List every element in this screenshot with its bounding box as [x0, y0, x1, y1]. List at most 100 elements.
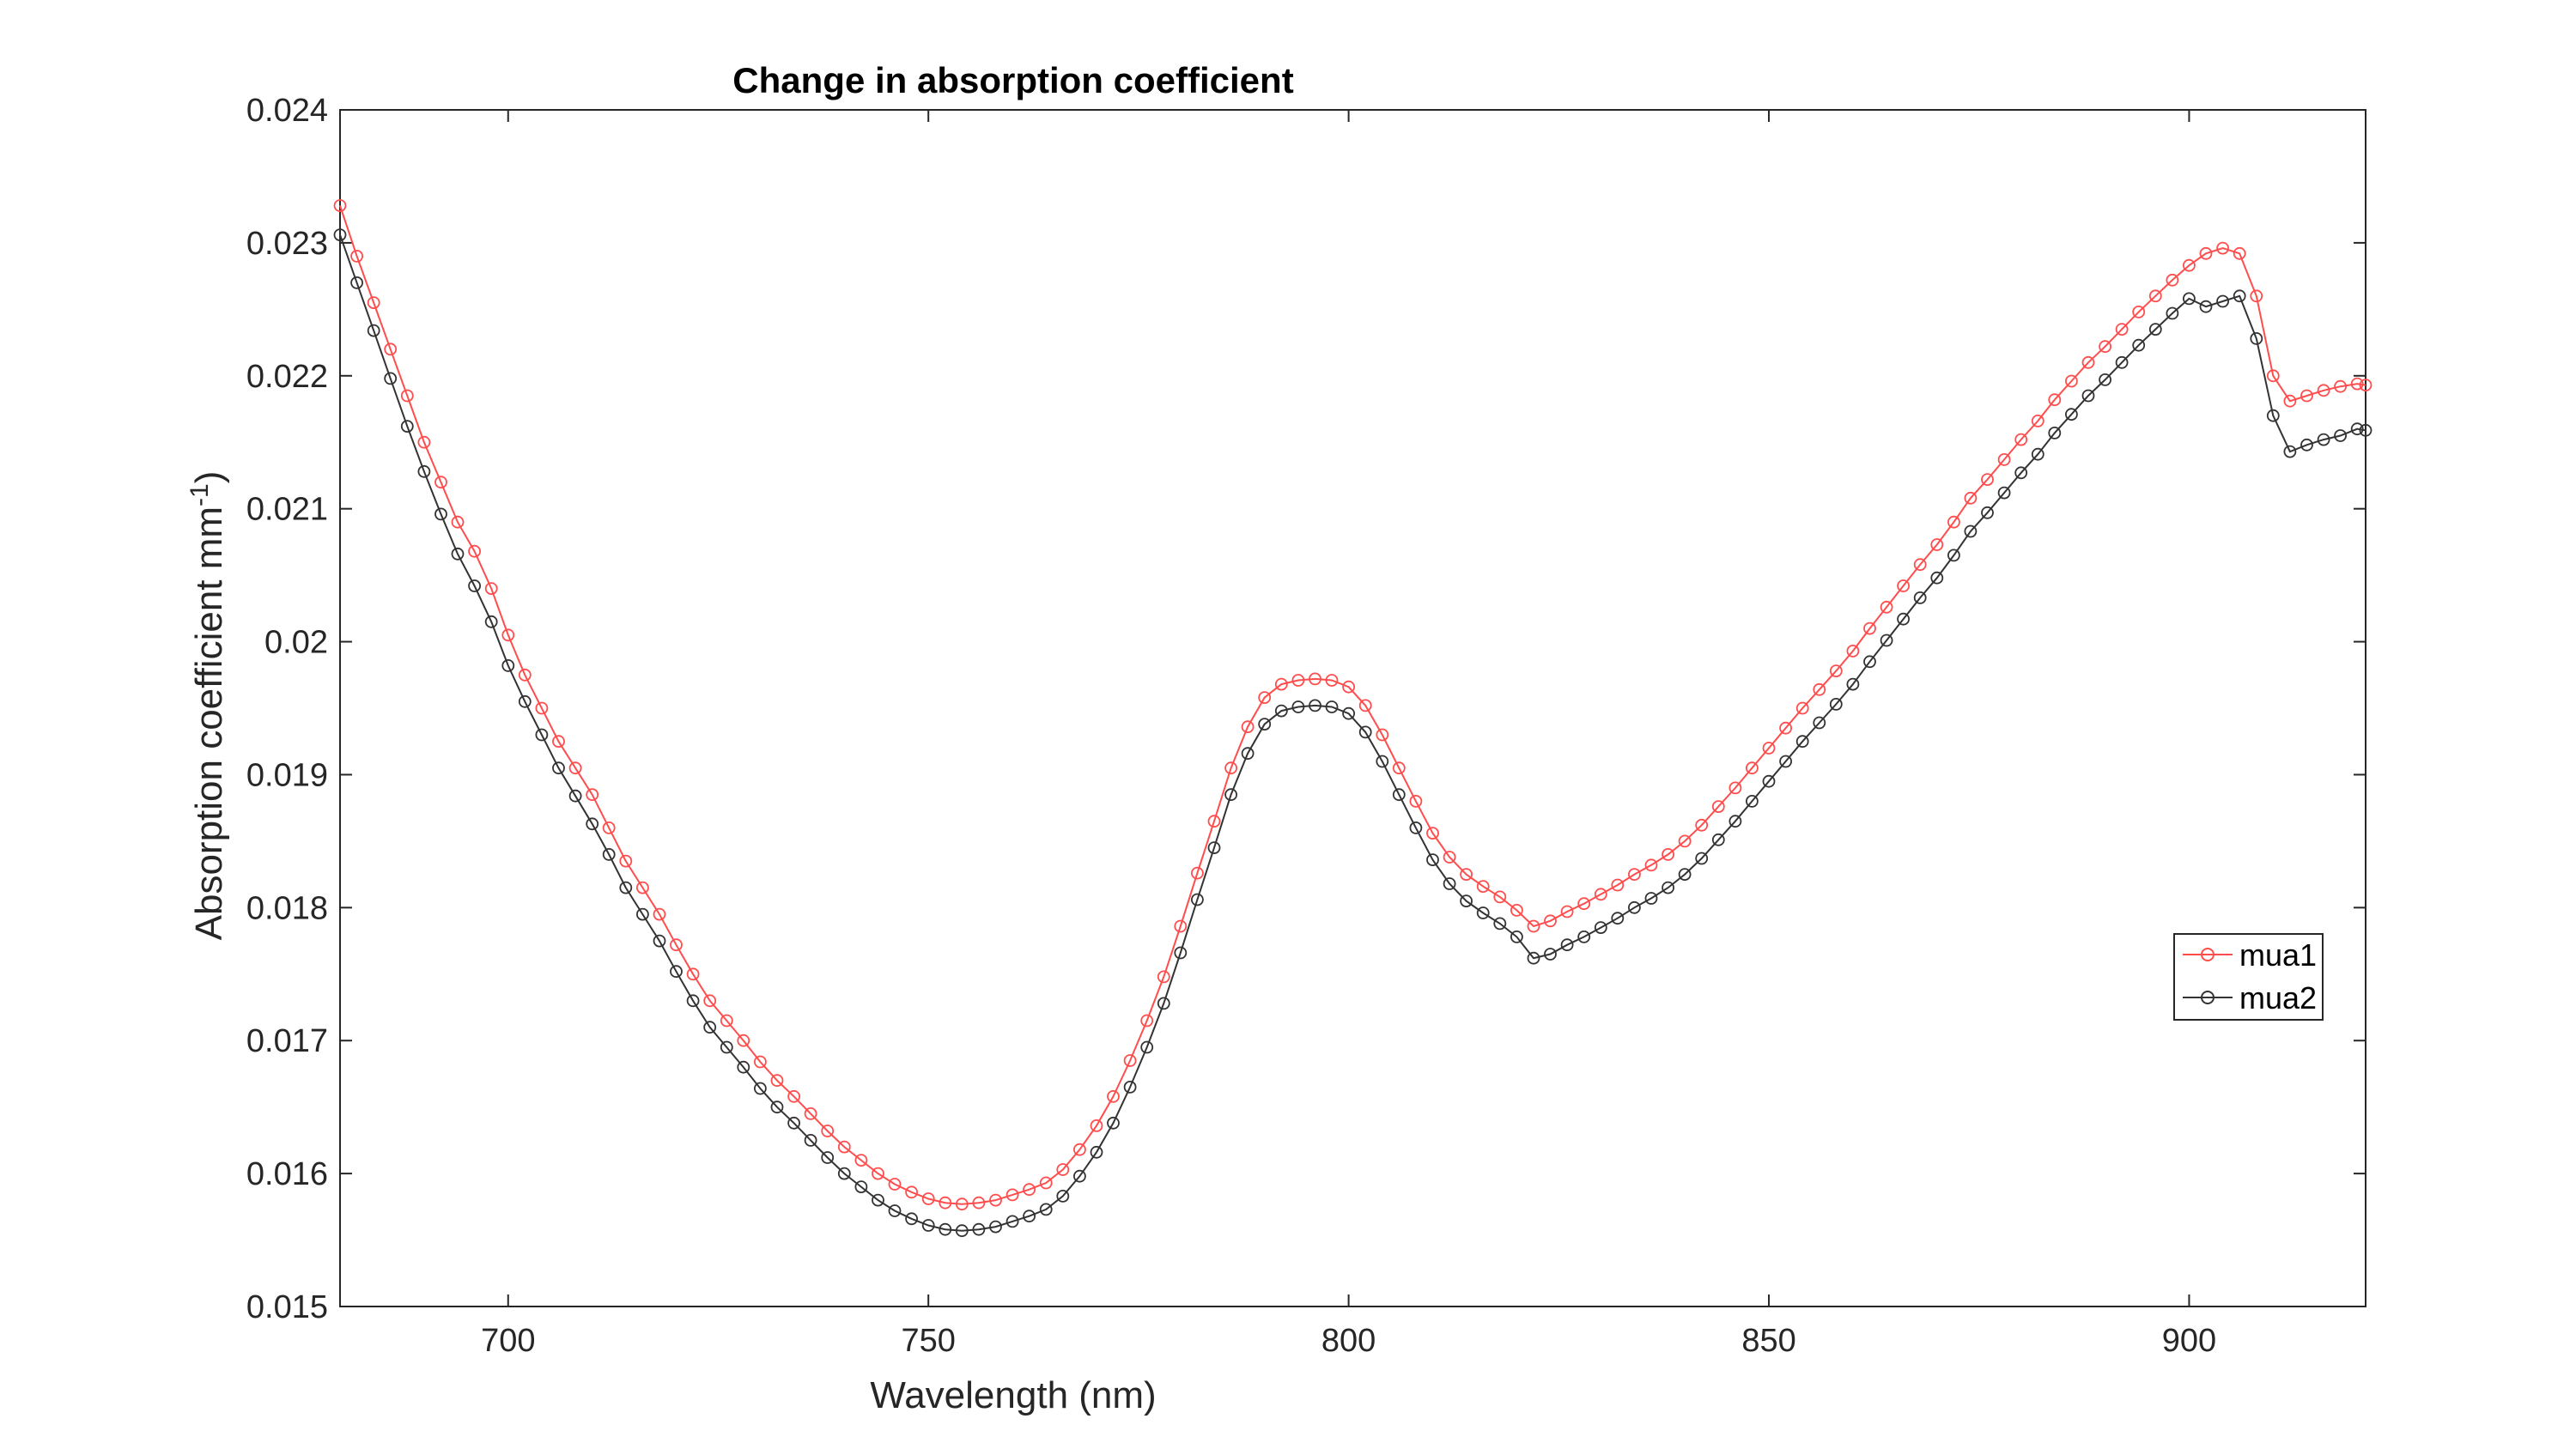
data-point-mua1 — [1157, 970, 1170, 984]
data-point-mua2 — [2064, 408, 2078, 421]
data-point-mua1 — [1140, 1014, 1154, 1028]
data-point-mua1 — [451, 515, 465, 529]
data-point-mua2 — [1628, 900, 1641, 914]
data-point-mua2 — [350, 276, 364, 289]
y-tick-label: 0.016 — [246, 1156, 328, 1192]
data-point-mua2 — [686, 994, 700, 1008]
data-point-mua2 — [1863, 655, 1876, 669]
data-point-mua1 — [972, 1196, 986, 1210]
data-point-mua1 — [2359, 379, 2372, 392]
data-point-mua2 — [1897, 612, 1911, 626]
data-point-mua1 — [1392, 761, 1406, 775]
data-point-mua2 — [1140, 1040, 1154, 1054]
data-point-mua1 — [2099, 340, 2112, 354]
data-point-mua2 — [1039, 1203, 1053, 1216]
data-point-mua2 — [1594, 921, 1607, 934]
legend-box — [2173, 933, 2324, 1021]
data-point-mua1 — [1426, 827, 1439, 840]
data-point-mua2 — [1358, 725, 1372, 739]
data-point-mua1 — [1947, 515, 1960, 529]
data-point-mua1 — [586, 788, 599, 802]
data-point-mua2 — [1846, 677, 1860, 691]
data-point-mua2 — [1342, 706, 1355, 720]
data-point-mua1 — [518, 668, 532, 682]
data-point-mua2 — [2300, 438, 2313, 452]
data-point-mua1 — [1493, 890, 1507, 904]
series-mua2 — [333, 228, 2372, 1238]
data-point-mua1 — [2199, 246, 2213, 260]
data-point-mua1 — [1678, 834, 1692, 848]
y-tick-label: 0.022 — [246, 359, 328, 395]
data-point-mua1 — [754, 1055, 767, 1069]
data-point-mua2 — [2148, 323, 2162, 336]
data-point-mua2 — [1460, 894, 1473, 907]
series-layer — [333, 199, 2372, 1238]
data-point-mua1 — [939, 1196, 952, 1210]
data-point-mua1 — [2081, 355, 2095, 369]
data-point-mua2 — [837, 1167, 851, 1180]
data-point-mua1 — [872, 1167, 884, 1180]
data-point-mua2 — [552, 761, 565, 775]
data-point-mua1 — [1695, 818, 1709, 832]
plot-area: 700 750 800 850 900 0.015 0.016 0.017 0.018 0.019… — [246, 93, 2372, 1359]
data-point-mua1 — [2250, 289, 2263, 303]
legend-marker-mua2 — [2201, 991, 2215, 1004]
data-point-mua2 — [1241, 747, 1255, 761]
data-point-mua2 — [451, 547, 465, 561]
data-point-mua2 — [1376, 755, 1389, 768]
x-tick-label: 900 — [2162, 1323, 2216, 1359]
data-point-mua2 — [2166, 306, 2179, 320]
data-point-mua2 — [1678, 868, 1692, 881]
data-point-mua1 — [2182, 258, 2196, 272]
data-point-mua2 — [1560, 938, 1574, 952]
data-point-mua1 — [1880, 600, 1893, 614]
data-point-mua2 — [821, 1151, 835, 1164]
data-point-mua1 — [1997, 453, 2011, 466]
data-point-mua1 — [2300, 389, 2313, 403]
data-point-mua2 — [653, 934, 666, 948]
data-point-mua1 — [955, 1197, 969, 1211]
data-point-mua1 — [1207, 815, 1221, 828]
y-tick-label: 0.015 — [246, 1289, 328, 1325]
data-point-mua1 — [1560, 905, 1574, 919]
data-point-mua2 — [2115, 355, 2129, 369]
data-point-mua2 — [1157, 997, 1170, 1010]
data-point-mua1 — [1241, 720, 1255, 734]
data-point-mua2 — [955, 1224, 969, 1238]
data-point-mua2 — [1191, 893, 1204, 906]
data-point-mua2 — [1258, 718, 1272, 731]
data-point-mua1 — [1930, 538, 1944, 551]
data-point-mua2 — [2199, 300, 2213, 313]
data-point-mua1 — [1073, 1143, 1086, 1156]
data-point-mua2 — [737, 1060, 750, 1074]
y-axis-label-sup: -1 — [185, 483, 214, 506]
data-point-mua2 — [989, 1220, 1002, 1234]
data-point-mua2 — [501, 659, 515, 672]
data-point-mua1 — [384, 343, 398, 356]
x-tick-label: 750 — [901, 1323, 955, 1359]
data-point-mua1 — [1090, 1119, 1103, 1132]
legend-label-mua1: mua1 — [2239, 937, 2317, 973]
data-point-mua1 — [1023, 1183, 1036, 1197]
data-point-mua2 — [2359, 423, 2372, 437]
ticks-layer: 700 750 800 850 900 0.015 0.016 0.017 0.018 0.019… — [246, 93, 2366, 1359]
y-axis-label-main: Absorption coefficient mm — [188, 506, 230, 940]
data-point-mua1 — [1662, 848, 1674, 861]
data-point-mua2 — [1224, 788, 1237, 802]
data-point-mua1 — [2216, 241, 2230, 255]
data-point-mua1 — [1711, 800, 1725, 813]
data-point-mua1 — [1342, 680, 1355, 694]
data-point-mua2 — [2317, 433, 2330, 446]
data-point-mua2 — [2031, 447, 2044, 461]
data-point-mua1 — [670, 938, 683, 952]
data-point-mua1 — [568, 761, 582, 775]
data-point-mua2 — [384, 372, 398, 385]
series-mua1 — [333, 199, 2372, 1211]
data-point-mua2 — [2182, 292, 2196, 306]
data-point-mua1 — [1863, 621, 1876, 635]
data-point-mua1 — [2166, 273, 2179, 287]
data-point-mua2 — [333, 228, 347, 242]
data-point-mua1 — [921, 1192, 935, 1205]
data-point-mua2 — [1090, 1145, 1103, 1159]
data-point-mua2 — [804, 1134, 817, 1147]
